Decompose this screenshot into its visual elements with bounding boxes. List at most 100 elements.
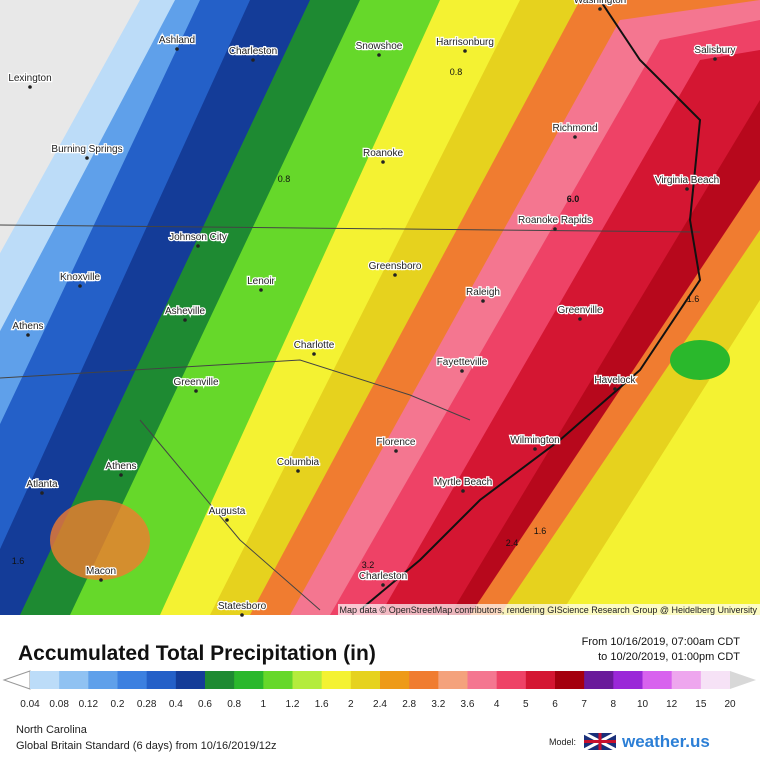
city-label: Roanoke Rapids xyxy=(518,215,592,226)
legend-swatch xyxy=(350,671,381,689)
legend-swatch xyxy=(175,671,206,689)
city-label: Greensboro xyxy=(369,261,422,272)
city-marker xyxy=(553,227,557,231)
legend-arrow xyxy=(730,671,756,689)
model-label: Model: xyxy=(549,737,576,747)
city-labels: Ashland Charleston Snowshoe Harrisonburg Was… xyxy=(7,0,737,617)
brand[interactable]: weather.us xyxy=(621,732,710,751)
city-label: Macon xyxy=(86,566,116,577)
legend-swatch xyxy=(700,671,731,689)
city-marker xyxy=(251,58,255,62)
city-label: Fayetteville xyxy=(437,357,488,368)
legend-label: 0.8 xyxy=(227,699,241,710)
city-label: Columbia xyxy=(277,457,320,468)
city-label: Knoxville xyxy=(60,272,100,283)
legend-swatch xyxy=(292,671,323,689)
city-marker xyxy=(598,7,602,11)
legend-label: 0.12 xyxy=(79,699,99,710)
city-marker xyxy=(85,156,89,160)
city-label: Virginia Beach xyxy=(655,175,719,186)
city-marker xyxy=(713,57,717,61)
city-marker xyxy=(381,583,385,587)
city-label: Burning Springs xyxy=(51,144,122,155)
legend-label: 12 xyxy=(666,699,678,710)
city-marker xyxy=(613,387,617,391)
city-marker xyxy=(240,613,244,617)
legend-swatch xyxy=(88,671,118,689)
city-label: Augusta xyxy=(209,506,246,517)
legend-label: 20 xyxy=(724,699,736,710)
legend-label: 2 xyxy=(348,699,354,710)
contour-label: 3.2 xyxy=(362,560,375,570)
city-marker xyxy=(533,447,537,451)
legend-swatch xyxy=(59,671,89,689)
legend-swatch xyxy=(671,671,702,689)
city-marker xyxy=(463,49,467,53)
map-attribution: Map data © OpenStreetMap contributors, r… xyxy=(340,605,758,615)
legend-label: 3.6 xyxy=(461,699,475,710)
legend-label: 3.2 xyxy=(431,699,445,710)
city-marker xyxy=(99,578,103,582)
footer: North Carolina Global Britain Standard (… xyxy=(16,724,710,752)
city-marker xyxy=(225,518,229,522)
city-label: Greenville xyxy=(173,377,218,388)
legend-label: 8 xyxy=(611,699,617,710)
city-label: Roanoke xyxy=(363,148,403,159)
city-marker xyxy=(578,317,582,321)
contour-label: 6.0 xyxy=(567,194,580,204)
legend-label: 5 xyxy=(523,699,529,710)
city-label: Charleston xyxy=(229,46,277,57)
legend-swatch xyxy=(584,671,614,689)
legend-swatch xyxy=(205,671,235,689)
city-marker xyxy=(481,299,485,303)
legend-swatch xyxy=(613,671,643,689)
legend-swatch xyxy=(438,671,468,689)
city-marker xyxy=(78,284,82,288)
model-run: Global Britain Standard (6 days) from 10… xyxy=(16,740,276,752)
legend-title: Accumulated Total Precipitation (in) xyxy=(18,642,376,665)
city-marker xyxy=(26,333,30,337)
contour-label: 2.4 xyxy=(506,538,519,548)
period-to: to 10/20/2019, 01:00pm CDT xyxy=(598,651,740,663)
legend-swatch xyxy=(496,671,527,689)
city-marker xyxy=(685,187,689,191)
legend-label: 0.28 xyxy=(137,699,157,710)
city-label: Snowshoe xyxy=(356,41,403,52)
legend-label: 0.4 xyxy=(169,699,183,710)
legend-swatch xyxy=(234,671,264,689)
city-label: Washington xyxy=(574,0,626,6)
city-label: Salisbury xyxy=(694,45,735,56)
contour-label: 1.6 xyxy=(687,294,700,304)
contour-labels: 6.0 0.8 0.8 1.6 1.6 2.4 3.2 1.6 xyxy=(12,67,700,570)
legend-swatch xyxy=(409,671,439,689)
legend-label: 0.2 xyxy=(111,699,125,710)
city-label: Atlanta xyxy=(26,479,58,490)
city-marker xyxy=(196,244,200,248)
city-marker xyxy=(461,489,465,493)
legend-swatch xyxy=(146,671,177,689)
legend-swatch xyxy=(467,671,498,689)
city-label: Athens xyxy=(105,461,136,472)
legend-swatch xyxy=(30,671,60,689)
city-marker xyxy=(194,389,198,393)
city-label: Johnson City xyxy=(169,232,227,243)
legend-swatch xyxy=(380,671,410,689)
legend-label: 0.08 xyxy=(49,699,69,710)
city-marker xyxy=(175,47,179,51)
city-marker xyxy=(312,352,316,356)
contour-label: 0.8 xyxy=(278,174,291,184)
legend-label: 0.6 xyxy=(198,699,212,710)
contour-label: 1.6 xyxy=(12,556,25,566)
legend-label: 15 xyxy=(695,699,707,710)
city-marker xyxy=(394,449,398,453)
period-from: From 10/16/2019, 07:00am CDT xyxy=(582,636,741,648)
city-label: Athens xyxy=(12,321,43,332)
contour-label: 1.6 xyxy=(534,526,547,536)
city-label: Myrtle Beach xyxy=(434,477,492,488)
city-marker xyxy=(381,160,385,164)
city-marker xyxy=(573,135,577,139)
legend-swatch xyxy=(555,671,585,689)
city-marker xyxy=(119,473,123,477)
legend-label: 0.04 xyxy=(20,699,40,710)
